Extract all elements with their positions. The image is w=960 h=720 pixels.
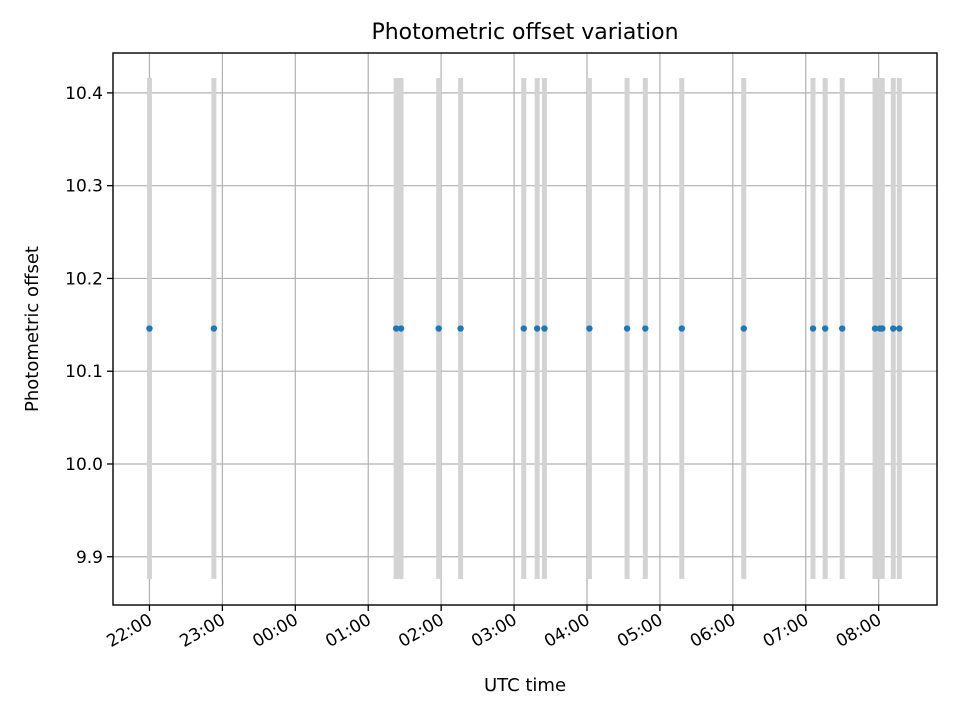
- data-point: [586, 325, 593, 332]
- x-tick-label: 03:00: [468, 610, 520, 652]
- data-point: [871, 325, 879, 332]
- x-tick-label: 22:00: [104, 610, 156, 652]
- chart-title: Photometric offset variation: [371, 20, 678, 45]
- y-tick-label: 10.2: [65, 269, 103, 289]
- data-point: [642, 325, 649, 332]
- x-tick-label: 00:00: [249, 610, 301, 652]
- x-tick-label: 05:00: [614, 610, 666, 652]
- data-point: [740, 325, 747, 332]
- data-point: [520, 325, 527, 332]
- data-point: [533, 325, 541, 332]
- x-tick-label: 01:00: [322, 610, 374, 652]
- y-tick-label: 10.3: [65, 177, 103, 197]
- plot-frame: [112, 52, 938, 606]
- x-tick-label: 07:00: [760, 610, 812, 652]
- x-tick-label: 02:00: [395, 610, 447, 652]
- data-point: [879, 325, 886, 332]
- y-tick-label: 10.0: [65, 455, 103, 475]
- data-point: [435, 325, 442, 332]
- y-axis-label: Photometric offset: [22, 246, 43, 412]
- x-tick-label: 08:00: [833, 610, 885, 652]
- x-tick-label: 06:00: [687, 610, 739, 652]
- y-axis-ticks: 9.9 10.0 10.1 10.2 10.3 10.4: [65, 84, 113, 568]
- data-point: [678, 325, 685, 332]
- x-tick-label: 04:00: [541, 610, 593, 652]
- y-tick-label: 9.9: [76, 548, 103, 568]
- data-point: [457, 325, 464, 332]
- data-point: [210, 325, 218, 332]
- data-point: [896, 325, 903, 332]
- y-tick-label: 10.1: [65, 362, 103, 382]
- data-point: [146, 325, 153, 332]
- x-axis-label: UTC time: [484, 675, 566, 696]
- y-tick-label: 10.4: [65, 84, 103, 104]
- point-layer: [146, 325, 903, 332]
- data-point: [392, 325, 400, 332]
- data-point: [397, 325, 405, 332]
- data-point: [623, 325, 631, 332]
- data-point: [809, 325, 817, 332]
- x-tick-label: 23:00: [176, 610, 228, 652]
- data-point: [890, 325, 897, 332]
- data-point: [839, 325, 846, 332]
- data-point: [541, 325, 548, 332]
- x-axis-ticks: 22:00 23:00 00:00 01:00 02:00 03:00 04:00 05:00…: [104, 605, 885, 652]
- data-point: [821, 325, 829, 332]
